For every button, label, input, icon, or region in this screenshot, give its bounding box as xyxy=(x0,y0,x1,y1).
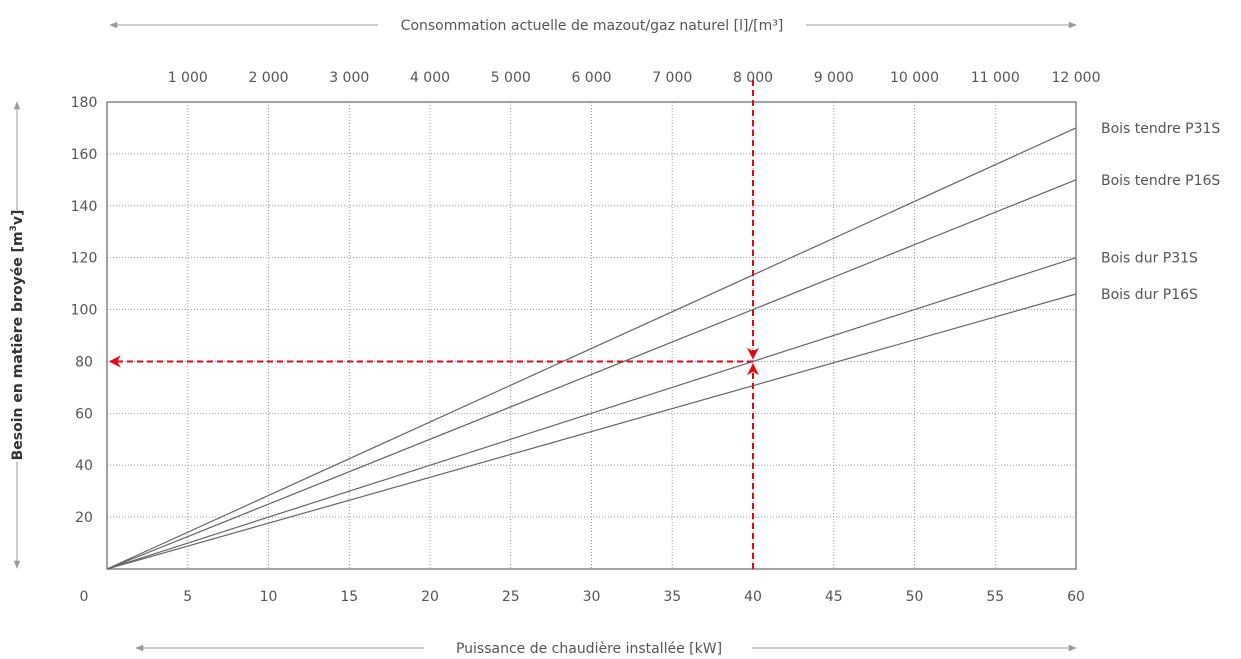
x-tick-label: 60 xyxy=(1067,589,1085,605)
x-axis-title-group: Puissance de chaudière installée [kW] xyxy=(135,641,1077,657)
series-line xyxy=(106,257,1077,570)
x2-axis-title-group: Consommation actuelle de mazout/gaz natu… xyxy=(109,18,1077,34)
x-tick-label: 35 xyxy=(663,589,681,605)
series-label: Bois tendre P31S xyxy=(1101,121,1220,137)
x2-tick-label: 1 000 xyxy=(168,70,208,86)
x2-tick-label: 8 000 xyxy=(733,70,773,86)
x2-tick-label: 7 000 xyxy=(652,70,692,86)
y-tick-label: 120 xyxy=(71,251,98,267)
x-tick-label: 30 xyxy=(583,589,601,605)
x-tick-label: 25 xyxy=(502,589,520,605)
y-tick-label: 180 xyxy=(71,95,98,111)
x2-tick-label: 2 000 xyxy=(248,70,288,86)
y-tick-label: 60 xyxy=(75,406,93,422)
x-tick-label: 50 xyxy=(906,589,924,605)
plot-frame xyxy=(106,101,1077,570)
series-labels: Bois tendre P31S Bois tendre P16S Bois dur… xyxy=(1101,121,1220,303)
x2-axis-title: Consommation actuelle de mazout/gaz natu… xyxy=(401,18,784,34)
series-label: Bois dur P16S xyxy=(1101,287,1198,303)
x-tick-label: 15 xyxy=(340,589,358,605)
x2-tick-label: 3 000 xyxy=(329,70,369,86)
series-line xyxy=(106,293,1077,570)
y-axis-title-group: Besoin en matière broyée [m3v] xyxy=(9,101,26,569)
series-line xyxy=(106,127,1077,570)
x2-tick-label: 5 000 xyxy=(491,70,531,86)
x2-tick-label: 12 000 xyxy=(1052,70,1101,86)
y-tick-label: 140 xyxy=(71,199,98,215)
example-annotation xyxy=(108,80,759,569)
y-tick-label: 20 xyxy=(75,510,93,526)
x2-tick-label: 4 000 xyxy=(410,70,450,86)
x-tick-label: 45 xyxy=(825,589,843,605)
x-tick-labels: 5 10 15 20 25 30 35 40 45 50 55 60 xyxy=(183,589,1085,605)
x-axis-title: Puissance de chaudière installée [kW] xyxy=(456,641,722,657)
x-tick-label: 20 xyxy=(421,589,439,605)
y-tick-labels: 20 40 60 80 100 120 140 160 180 xyxy=(71,95,98,526)
y-tick-label: 80 xyxy=(75,354,93,370)
series-label: Bois dur P31S xyxy=(1101,251,1198,267)
series-lines xyxy=(106,127,1077,570)
x-tick-label: 5 xyxy=(183,589,192,605)
origin-tick-label: 0 xyxy=(80,589,89,605)
x-tick-label: 10 xyxy=(260,589,278,605)
series-line xyxy=(106,179,1077,570)
x-tick-label: 40 xyxy=(744,589,762,605)
x2-tick-labels: 1 000 2 000 3 000 4 000 5 000 6 000 7 000 8 000… xyxy=(168,70,1101,86)
y-tick-label: 40 xyxy=(75,458,93,474)
series-label: Bois tendre P16S xyxy=(1101,173,1220,189)
y-tick-label: 160 xyxy=(71,147,98,163)
x2-tick-label: 10 000 xyxy=(890,70,939,86)
y-axis-title-main: Besoin en matière broyée [m xyxy=(10,231,26,460)
y-tick-label: 100 xyxy=(71,303,98,319)
x2-tick-label: 6 000 xyxy=(571,70,611,86)
y-axis-title-sup: 3 xyxy=(9,225,19,231)
x2-tick-label: 9 000 xyxy=(814,70,854,86)
x2-tick-label: 11 000 xyxy=(971,70,1020,86)
y-axis-title: Besoin en matière broyée [m3v] xyxy=(9,210,26,461)
x-tick-label: 55 xyxy=(986,589,1004,605)
y-axis-title-end: v] xyxy=(10,210,26,226)
